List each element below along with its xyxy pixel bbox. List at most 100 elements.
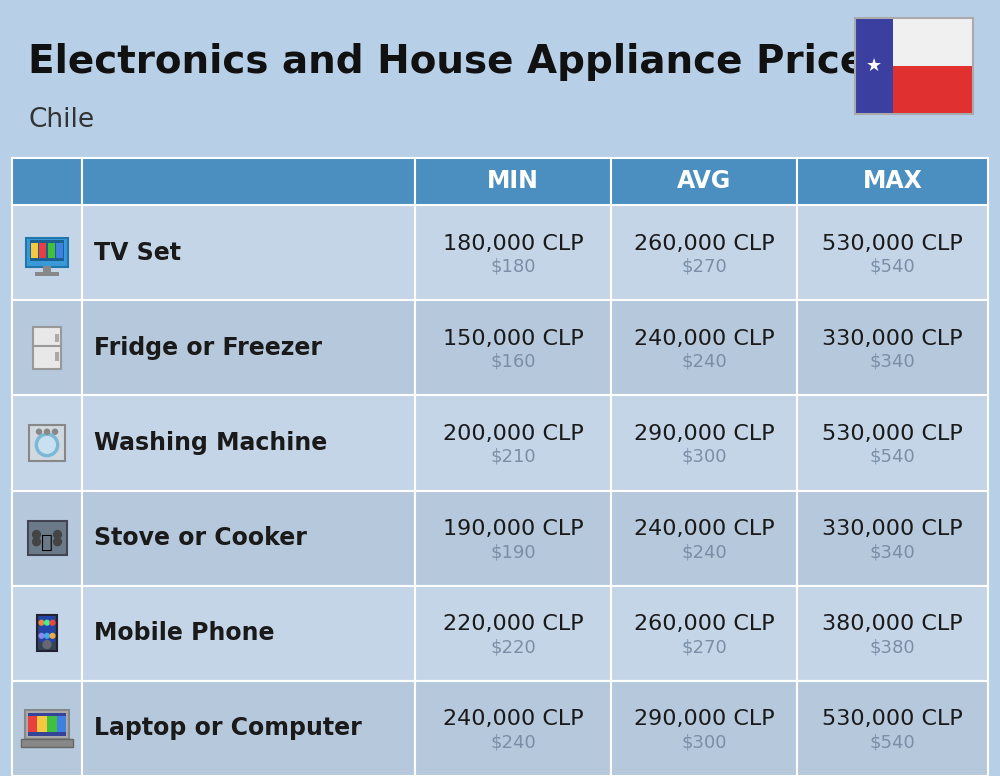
Bar [56,244,63,258]
Bar [797,490,988,586]
Bar [611,586,797,681]
Bar [12,395,82,490]
Text: $380: $380 [870,638,915,656]
Text: 220,000 CLP: 220,000 CLP [443,615,583,634]
Text: $300: $300 [681,733,727,751]
Bar [35,272,59,276]
Bar [82,586,415,681]
Bar [12,681,82,776]
Bar [31,244,38,258]
Bar [12,300,82,395]
Circle shape [52,429,58,435]
Bar [55,334,59,341]
Bar [797,586,988,681]
Bar [415,681,611,776]
Bar [12,205,82,300]
Circle shape [33,531,40,539]
Text: 200,000 CLP: 200,000 CLP [443,424,583,444]
Bar [415,205,611,300]
Bar [611,681,797,776]
Text: 🔥: 🔥 [41,532,53,552]
Text: AVG: AVG [677,169,731,193]
Bar [893,18,973,66]
Bar [28,713,66,736]
Text: 330,000 CLP: 330,000 CLP [822,519,963,539]
Bar [82,300,415,395]
Text: 380,000 CLP: 380,000 CLP [822,615,963,634]
Bar [611,205,797,300]
Circle shape [45,620,49,625]
Bar [12,586,82,681]
Circle shape [39,633,44,638]
Bar [611,158,797,205]
Text: $210: $210 [490,448,536,466]
Text: 290,000 CLP: 290,000 CLP [634,709,774,729]
Text: 530,000 CLP: 530,000 CLP [822,709,963,729]
Bar [28,521,66,555]
Circle shape [45,633,49,638]
Text: Laptop or Computer: Laptop or Computer [94,716,362,740]
Bar [39,244,46,258]
Bar [82,681,415,776]
Bar [893,66,973,114]
Bar [415,300,611,395]
Text: $240: $240 [681,543,727,561]
Bar [25,710,69,739]
Bar [47,716,57,732]
Circle shape [39,620,44,625]
Bar [797,205,988,300]
Bar [28,716,37,732]
Bar [611,490,797,586]
Circle shape [35,433,59,456]
Bar [415,490,611,586]
Text: 330,000 CLP: 330,000 CLP [822,329,963,348]
Text: 240,000 CLP: 240,000 CLP [634,519,774,539]
Bar [797,681,988,776]
Text: MIN: MIN [487,169,539,193]
Text: $540: $540 [870,258,915,275]
Bar [57,716,66,732]
Circle shape [33,538,40,546]
Text: Washing Machine: Washing Machine [94,431,327,455]
Text: 260,000 CLP: 260,000 CLP [634,615,774,634]
Bar [33,327,61,369]
Text: $220: $220 [490,638,536,656]
Circle shape [44,429,50,435]
Bar [30,241,64,261]
Bar [611,395,797,490]
Bar [12,490,82,586]
Text: TV Set: TV Set [94,241,181,265]
Bar [37,716,47,732]
Text: 530,000 CLP: 530,000 CLP [822,234,963,254]
Text: $160: $160 [490,353,536,371]
Text: Fridge or Freezer: Fridge or Freezer [94,336,322,360]
Bar [611,300,797,395]
Text: Mobile Phone: Mobile Phone [94,622,274,646]
Text: Chile: Chile [28,107,94,133]
Text: 240,000 CLP: 240,000 CLP [634,329,774,348]
Text: 260,000 CLP: 260,000 CLP [634,234,774,254]
Text: 530,000 CLP: 530,000 CLP [822,424,963,444]
Bar [43,266,51,273]
Text: $540: $540 [870,448,915,466]
Text: 240,000 CLP: 240,000 CLP [443,709,583,729]
Circle shape [54,531,61,539]
Text: 190,000 CLP: 190,000 CLP [443,519,583,539]
Text: $340: $340 [870,353,915,371]
Text: $540: $540 [870,733,915,751]
Circle shape [43,640,51,649]
Bar [797,395,988,490]
Bar [82,395,415,490]
Bar [415,395,611,490]
Text: $240: $240 [681,353,727,371]
Bar [415,586,611,681]
Text: MAX: MAX [863,169,922,193]
Circle shape [54,538,61,546]
Text: 180,000 CLP: 180,000 CLP [443,234,583,254]
Bar [48,244,55,258]
Text: $270: $270 [681,258,727,275]
Bar [797,158,988,205]
Bar [21,739,73,747]
Bar [55,352,59,361]
Bar [39,616,55,643]
